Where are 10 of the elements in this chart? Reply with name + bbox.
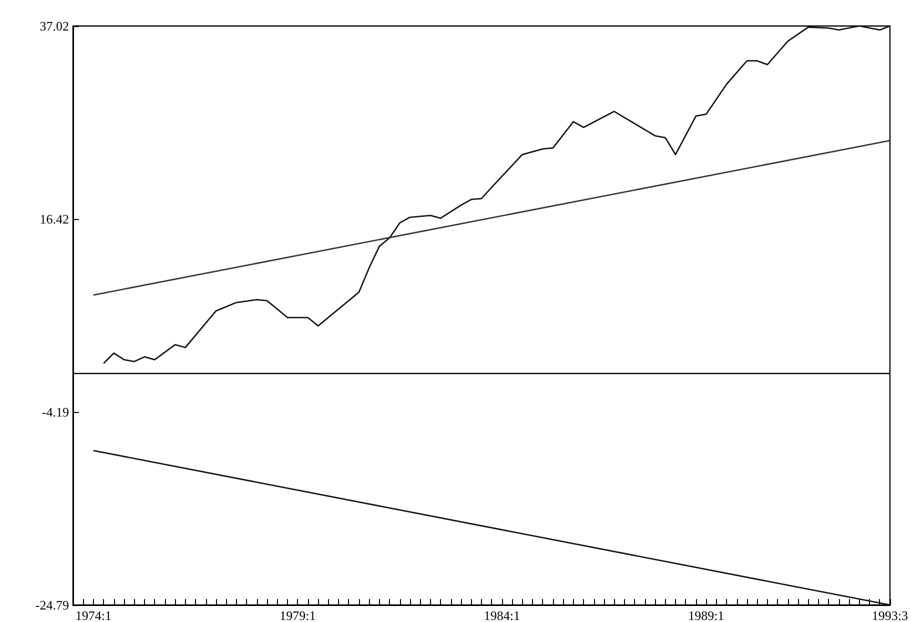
x-tick-label: 1979:1 [280, 608, 316, 622]
y-tick-label: -4.19 [42, 404, 69, 420]
line-series [102, 25, 891, 364]
x-tick-label: 1984:1 [484, 608, 520, 622]
x-tick-label: 1974:1 [75, 608, 112, 622]
y-tick-label: -24.79 [35, 598, 69, 612]
x-tick-label: 1993:3 [872, 608, 908, 622]
y-tick-label: 37.02 [40, 18, 69, 34]
y-tick-label: 16.42 [40, 211, 69, 226]
x-tick-label: 1989:1 [688, 608, 724, 622]
